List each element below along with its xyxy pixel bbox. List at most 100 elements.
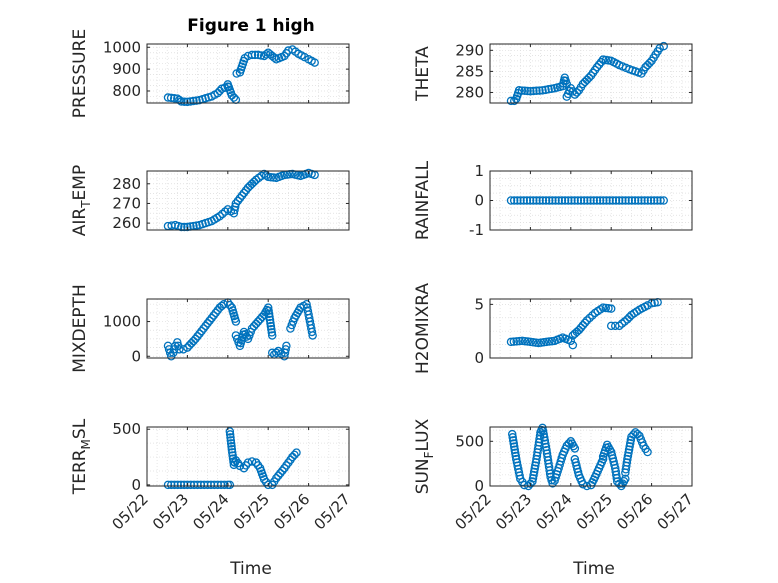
- data-point: [197, 326, 206, 336]
- y-tick-label: 800: [112, 82, 141, 100]
- data-point: [528, 477, 537, 486]
- data-point: [513, 196, 522, 205]
- data-point: [564, 439, 574, 448]
- data-point: [608, 196, 618, 205]
- data-point: [512, 337, 521, 346]
- data-point: [195, 329, 204, 338]
- data-point: [592, 62, 602, 72]
- subplot-pressure: 800 900 1000 PRESSURE: [70, 29, 350, 118]
- data-point: [282, 341, 291, 351]
- y-axis-label: MIXDEPTH: [70, 284, 90, 373]
- y-axis-label-suffix: LUX: [413, 418, 433, 451]
- data-point: [526, 86, 535, 96]
- data-point: [278, 466, 287, 475]
- data-point: [605, 196, 614, 205]
- data-point: [253, 50, 263, 60]
- data-point: [175, 345, 184, 354]
- data-point: [585, 313, 594, 323]
- data-point: [629, 430, 638, 439]
- y-tick-label: 260: [112, 214, 141, 232]
- x-tick-label: 05/25: [573, 490, 616, 533]
- y-axis-label-main: SUN: [413, 458, 433, 494]
- y-tick-label: 285: [455, 62, 484, 80]
- x-tick-label: 05/26: [613, 490, 656, 533]
- y-axis-label-main: THETA: [413, 46, 433, 102]
- data-point: [199, 324, 208, 333]
- y-axis-label: AIRTEMP: [70, 165, 93, 236]
- data-point: [621, 196, 630, 205]
- data-point: [308, 331, 317, 340]
- data-point: [267, 325, 276, 334]
- x-tick-label: 05/26: [270, 490, 313, 533]
- data-point: [193, 332, 202, 341]
- data-point: [531, 461, 540, 470]
- data-point: [272, 348, 281, 358]
- data-point: [623, 451, 633, 461]
- data-point: [166, 93, 176, 103]
- data-point: [192, 221, 201, 230]
- data-point: [614, 196, 624, 205]
- data-point: [266, 321, 276, 331]
- data-point: [586, 196, 595, 205]
- data-point: [583, 196, 592, 205]
- data-point: [225, 430, 235, 439]
- y-tick-label: 0: [474, 477, 484, 495]
- data-point: [166, 480, 176, 490]
- data-point: [231, 199, 241, 208]
- data-point: [207, 313, 216, 323]
- y-tick-label: 0: [131, 476, 141, 494]
- data-point: [659, 196, 668, 205]
- data-point: [530, 464, 539, 474]
- data-point: [233, 196, 243, 206]
- data-point: [567, 196, 576, 205]
- data-point: [176, 480, 186, 490]
- data-point: [634, 196, 643, 205]
- data-point: [594, 60, 604, 69]
- data-point: [506, 337, 516, 347]
- x-axis-label-right: Time: [572, 559, 615, 579]
- data-point: [509, 439, 518, 448]
- data-point: [163, 93, 173, 102]
- data-point: [630, 196, 640, 205]
- subplot-theta: 280 285 290 THETA: [413, 41, 693, 106]
- data-point: [627, 196, 637, 205]
- data-point: [237, 191, 247, 200]
- data-point: [618, 196, 627, 205]
- data-point: [227, 445, 237, 454]
- data-point: [538, 423, 547, 433]
- subplot-rainfall: -1 0 1 RAINFALL: [413, 160, 693, 240]
- data-point: [535, 196, 544, 205]
- data-point: [290, 450, 299, 460]
- axes-box: [146, 298, 350, 359]
- y-axis-label: PRESSURE: [70, 29, 90, 118]
- data-point: [507, 429, 517, 439]
- y-tick-label: 500: [112, 420, 141, 438]
- data-point: [225, 427, 235, 436]
- data-point: [582, 316, 592, 325]
- data-point: [520, 86, 529, 96]
- data-point: [625, 442, 634, 451]
- data-point: [643, 196, 653, 205]
- axes-box: [489, 426, 693, 487]
- data-point: [643, 447, 652, 457]
- x-tick-label: 05/27: [311, 490, 354, 533]
- y-axis-label: THETA: [413, 46, 433, 102]
- x-tick-label: 05/24: [532, 490, 575, 533]
- data-point: [177, 97, 186, 106]
- data-point: [250, 50, 260, 60]
- subplot-mixdepth: 0 1000 MIXDEPTH: [70, 284, 350, 373]
- y-axis-label: TERRMSL: [70, 418, 93, 495]
- data-point: [292, 448, 301, 457]
- y-axis-label: RAINFALL: [413, 160, 433, 240]
- y-tick-label: 280: [112, 175, 141, 193]
- y-axis-label: SUNFLUX: [413, 418, 436, 494]
- data-point: [554, 196, 563, 205]
- data-point: [621, 474, 630, 484]
- x-tick-label: 05/25: [230, 490, 273, 533]
- data-point: [602, 196, 611, 205]
- data-point: [640, 196, 649, 205]
- data-point: [272, 473, 281, 483]
- x-tick-label: 05/23: [492, 490, 535, 533]
- data-point: [247, 457, 257, 466]
- data-point: [599, 196, 608, 205]
